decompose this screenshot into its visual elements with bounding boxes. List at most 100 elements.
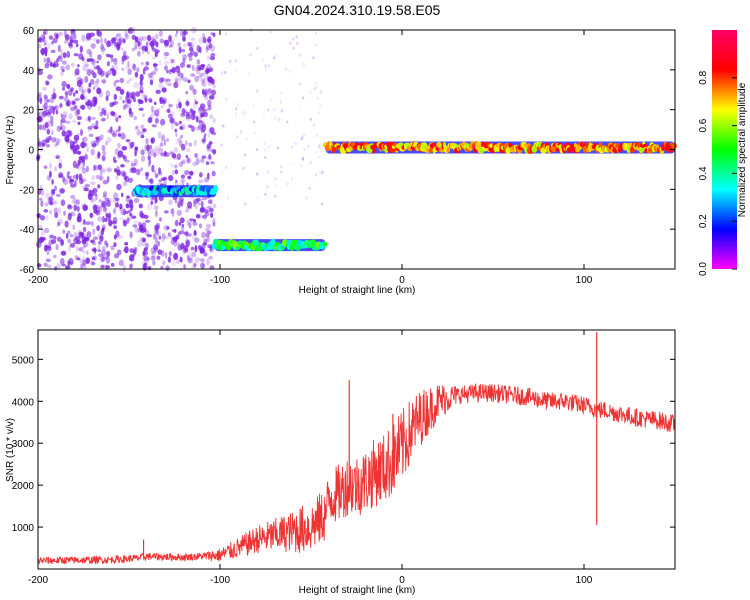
noise-blob (321, 169, 325, 174)
noise-blob (197, 75, 203, 79)
noise-blob (95, 155, 99, 160)
noise-blob (81, 167, 87, 174)
noise-blob (194, 153, 198, 158)
noise-blob (185, 115, 191, 122)
noise-blob (188, 218, 194, 222)
noise-blob (74, 97, 80, 102)
noise-blob (225, 165, 228, 170)
noise-blob (206, 45, 211, 51)
noise-blob (206, 223, 212, 229)
noise-blob (137, 98, 142, 103)
noise-blob (189, 84, 194, 91)
noise-blob (98, 199, 103, 203)
noise-blob (74, 144, 80, 151)
noise-blob (187, 233, 192, 237)
noise-blob (106, 113, 109, 120)
noise-blob (155, 222, 161, 229)
noise-blob (198, 46, 202, 54)
noise-blob (97, 216, 103, 222)
noise-blob (292, 46, 295, 50)
noise-blob (178, 216, 184, 223)
noise-blob (86, 86, 92, 92)
colorbar-label: Normalized spectral amplitude (737, 82, 748, 217)
noise-blob (190, 37, 196, 41)
noise-blob (209, 56, 215, 61)
noise-blob (72, 174, 77, 179)
snr-x-label: Height of straight line (km) (299, 585, 416, 596)
noise-blob (91, 59, 96, 67)
noise-blob (44, 62, 50, 69)
noise-blob (179, 76, 184, 81)
noise-blob (138, 38, 143, 46)
noise-blob (146, 234, 152, 238)
noise-blob (100, 70, 107, 76)
noise-blob (135, 125, 139, 130)
noise-blob (147, 155, 151, 161)
noise-blob (43, 42, 47, 46)
noise-blob (180, 158, 187, 164)
noise-blob (112, 196, 117, 204)
noise-blob (68, 42, 73, 47)
noise-blob (182, 77, 188, 83)
noise-blob (156, 230, 160, 237)
noise-blob (94, 204, 101, 212)
noise-blob (132, 63, 137, 72)
noise-blob (39, 236, 45, 243)
noise-blob (194, 237, 200, 243)
noise-blob (81, 185, 87, 189)
noise-blob (51, 129, 54, 136)
noise-blob (76, 257, 80, 261)
noise-blob (197, 114, 202, 121)
noise-blob (269, 98, 273, 102)
noise-blob (56, 138, 62, 144)
noise-blob (176, 138, 179, 145)
noise-blob (142, 173, 148, 177)
noise-blob (125, 197, 130, 203)
noise-blob (113, 81, 117, 87)
noise-blob (110, 262, 115, 267)
noise-blob (190, 73, 196, 77)
noise-blob (60, 49, 63, 56)
noise-blob (113, 61, 118, 65)
noise-blob (38, 213, 42, 217)
noise-blob (151, 164, 155, 173)
noise-blob (219, 118, 222, 122)
signal-blob (428, 148, 434, 153)
noise-blob (124, 210, 129, 215)
noise-blob (133, 197, 140, 204)
noise-blob (225, 97, 228, 101)
noise-blob (124, 102, 129, 110)
noise-blob (101, 249, 107, 257)
noise-blob (169, 58, 174, 64)
noise-blob (171, 123, 174, 130)
noise-blob (94, 164, 99, 171)
noise-blob (142, 266, 148, 271)
noise-blob (209, 114, 214, 120)
noise-blob (125, 203, 130, 209)
noise-blob (196, 197, 201, 202)
noise-blob (115, 129, 121, 133)
noise-blob (101, 107, 107, 111)
noise-blob (159, 142, 164, 147)
noise-blob (205, 46, 209, 53)
noise-blob (42, 86, 47, 91)
noise-blob (178, 46, 182, 54)
noise-blob (104, 37, 107, 44)
noise-blob (90, 58, 96, 64)
noise-blob (97, 164, 103, 171)
noise-blob (90, 197, 95, 203)
noise-blob (98, 240, 102, 245)
noise-blob (118, 234, 124, 239)
noise-blob (51, 179, 54, 185)
noise-blob (256, 195, 259, 199)
noise-blob (49, 234, 55, 239)
noise-blob (40, 189, 45, 196)
noise-blob (128, 27, 134, 35)
noise-blob (320, 202, 324, 206)
noise-blob (119, 88, 125, 95)
noise-blob (86, 147, 89, 152)
noise-blob (151, 110, 156, 117)
noise-blob (153, 244, 159, 251)
noise-blob (87, 126, 92, 133)
noise-blob (171, 228, 177, 233)
